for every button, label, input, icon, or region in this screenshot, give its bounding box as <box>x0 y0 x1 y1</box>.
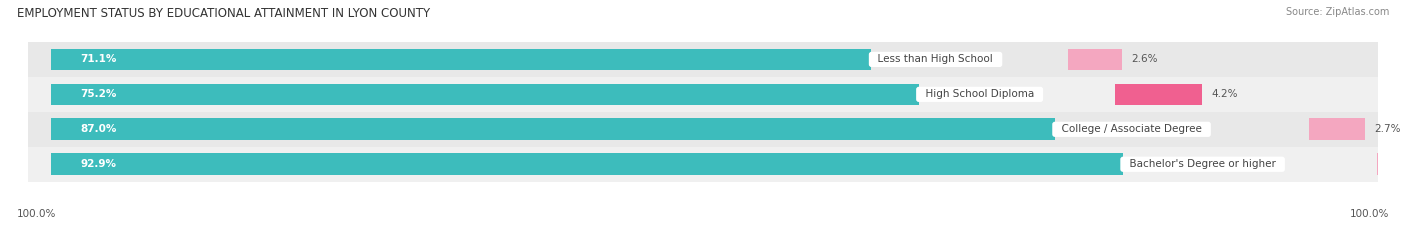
Bar <box>1115 84 1202 105</box>
Text: College / Associate Degree: College / Associate Degree <box>1054 124 1208 134</box>
Text: 100.0%: 100.0% <box>17 209 56 219</box>
Bar <box>1309 118 1365 140</box>
Text: 71.1%: 71.1% <box>80 55 117 64</box>
Text: 92.9%: 92.9% <box>80 159 117 169</box>
Text: 75.2%: 75.2% <box>80 89 117 99</box>
Bar <box>51 154 1123 175</box>
Bar <box>28 147 1378 182</box>
Text: 2.6%: 2.6% <box>1130 55 1157 64</box>
Text: Source: ZipAtlas.com: Source: ZipAtlas.com <box>1285 7 1389 17</box>
Text: High School Diploma: High School Diploma <box>918 89 1040 99</box>
Bar <box>28 112 1378 147</box>
Text: 87.0%: 87.0% <box>80 124 117 134</box>
Bar <box>1376 154 1406 175</box>
Bar <box>1067 49 1122 70</box>
Bar <box>51 118 1054 140</box>
Bar <box>28 42 1378 77</box>
Text: Bachelor's Degree or higher: Bachelor's Degree or higher <box>1123 159 1282 169</box>
Bar <box>51 49 872 70</box>
Text: EMPLOYMENT STATUS BY EDUCATIONAL ATTAINMENT IN LYON COUNTY: EMPLOYMENT STATUS BY EDUCATIONAL ATTAINM… <box>17 7 430 20</box>
Text: Less than High School: Less than High School <box>872 55 1000 64</box>
Text: 2.7%: 2.7% <box>1374 124 1400 134</box>
Text: 4.2%: 4.2% <box>1212 89 1237 99</box>
Bar <box>51 84 918 105</box>
Bar <box>28 77 1378 112</box>
Text: 100.0%: 100.0% <box>1350 209 1389 219</box>
